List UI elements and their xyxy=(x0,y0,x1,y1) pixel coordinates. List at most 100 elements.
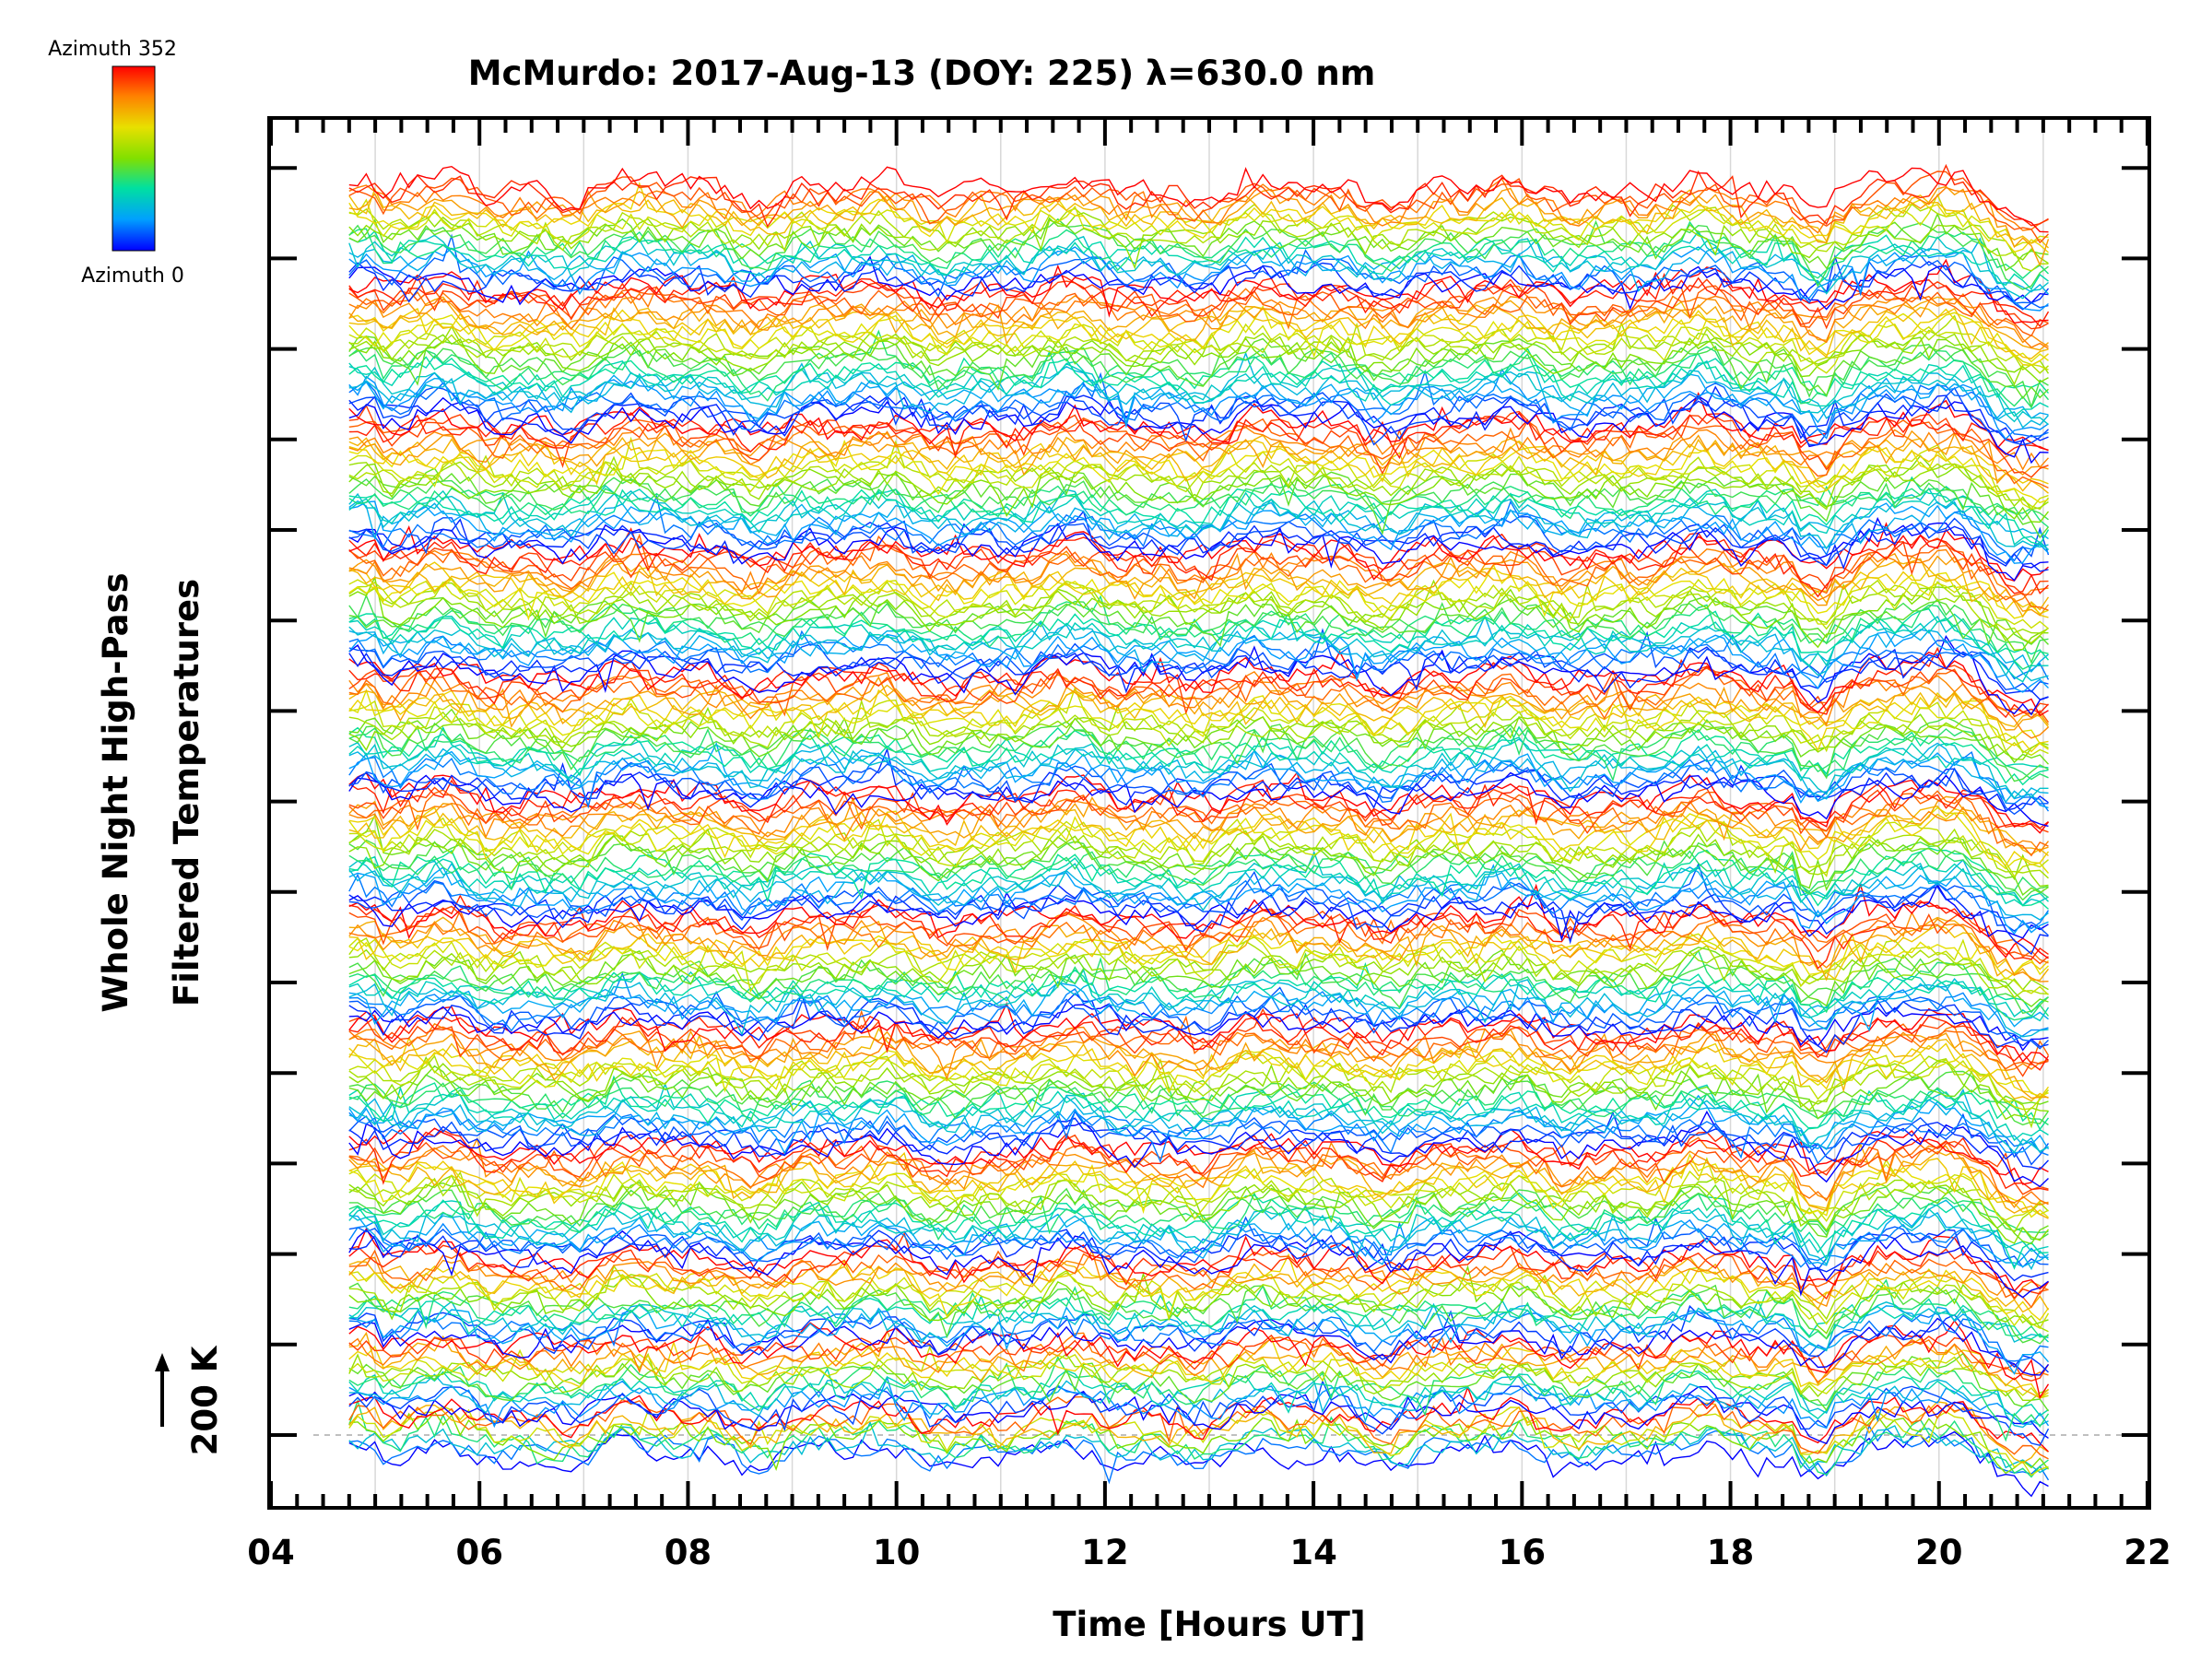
temperature-trace xyxy=(348,171,2049,244)
temperature-trace xyxy=(348,1253,2050,1322)
chart-title: McMurdo: 2017-Aug-13 (DOY: 225) λ=630.0 … xyxy=(468,53,1376,93)
temperature-trace xyxy=(348,163,2049,229)
temperature-trace xyxy=(348,933,2049,995)
temperature-trace xyxy=(348,629,2049,693)
temperature-trace xyxy=(348,285,2049,349)
temperature-trace xyxy=(348,1302,2050,1375)
temperature-trace xyxy=(348,1309,2049,1362)
temperature-trace xyxy=(348,750,2050,812)
temperature-trace xyxy=(348,1054,2049,1129)
temperature-trace xyxy=(348,1142,2049,1219)
temperature-trace xyxy=(348,1212,2049,1268)
temperature-trace xyxy=(348,1199,2050,1271)
temperature-trace xyxy=(348,688,2049,753)
temperature-trace xyxy=(348,771,2050,834)
temperature-trace xyxy=(348,477,2049,521)
temperature-trace xyxy=(348,500,2050,564)
x-axis-label: Time [Hours UT] xyxy=(1053,1605,1365,1644)
temperature-trace xyxy=(348,650,2049,717)
temperature-trace xyxy=(348,578,2049,629)
temperature-trace xyxy=(348,795,2049,853)
x-tick-label: 08 xyxy=(665,1533,712,1572)
temperature-trace xyxy=(348,548,2049,604)
temperature-trace xyxy=(348,806,2050,874)
temperature-trace xyxy=(348,165,2049,233)
colorbar-gradient xyxy=(112,65,156,252)
temperature-trace xyxy=(348,699,2049,754)
temperature-trace xyxy=(348,850,2049,899)
temperature-trace xyxy=(348,806,2050,867)
temperature-trace xyxy=(348,725,2049,786)
temperature-trace xyxy=(348,522,2049,582)
temperature-trace xyxy=(348,1410,2050,1475)
scale-bar: 200 K xyxy=(155,1345,225,1455)
temperature-trace xyxy=(348,1127,2049,1185)
temperature-trace xyxy=(348,615,2049,682)
temperature-trace xyxy=(348,1231,2050,1300)
x-tick-label: 16 xyxy=(1499,1533,1547,1572)
temperature-trace xyxy=(348,476,2050,546)
temperature-trace xyxy=(348,359,2049,426)
temperature-trace xyxy=(348,237,2050,295)
temperature-trace xyxy=(348,1218,2049,1268)
temperature-trace xyxy=(348,392,2049,451)
temperature-trace xyxy=(348,851,2049,912)
temperature-trace xyxy=(348,510,2049,572)
temperature-trace xyxy=(348,246,2049,312)
temperature-trace xyxy=(348,533,2049,611)
temperature-trace xyxy=(348,1185,2049,1241)
temperature-trace xyxy=(348,1294,2049,1343)
temperature-trace xyxy=(348,614,2049,674)
temperature-trace xyxy=(348,708,2050,765)
temperature-trace xyxy=(348,738,2049,800)
temperature-trace xyxy=(348,805,2049,857)
temperature-trace xyxy=(348,1136,2049,1206)
temperature-trace xyxy=(348,742,2049,809)
temperature-trace xyxy=(348,561,2049,618)
colorbar-top-label: Azimuth 352 xyxy=(48,38,177,61)
temperature-trace xyxy=(348,1278,2049,1340)
temperature-trace xyxy=(348,1336,2049,1399)
temperature-trace xyxy=(348,629,2050,682)
temperature-trace xyxy=(348,484,2049,551)
temperature-trace xyxy=(348,440,2049,492)
temperature-trace xyxy=(348,903,2049,965)
temperature-trace xyxy=(348,594,2049,670)
temperature-trace xyxy=(348,1304,2049,1373)
x-tick-label: 18 xyxy=(1707,1533,1755,1572)
temperature-trace xyxy=(348,779,2049,830)
temperature-trace xyxy=(348,855,2049,907)
temperature-trace xyxy=(348,847,2049,910)
temperature-trace xyxy=(348,1192,2049,1270)
temperature-trace xyxy=(348,395,2049,465)
colorbar-bottom-label: Azimuth 0 xyxy=(81,265,184,288)
temperature-trace xyxy=(348,977,2049,1038)
temperature-trace xyxy=(348,296,2049,351)
temperature-trace xyxy=(348,703,2049,760)
temperature-trace xyxy=(348,1367,2049,1420)
temperature-trace xyxy=(348,1385,2049,1445)
temperature-trace xyxy=(348,1084,2049,1142)
temperature-trace xyxy=(348,1332,2049,1383)
temperature-trace xyxy=(348,385,2049,443)
temperature-trace xyxy=(348,1379,2050,1447)
temperature-trace xyxy=(348,726,2049,782)
temperature-trace xyxy=(348,948,2049,991)
temperature-trace xyxy=(348,1317,2050,1376)
temperature-trace xyxy=(348,1385,2049,1453)
temperature-trace xyxy=(348,1255,2050,1313)
temperature-trace xyxy=(348,349,2049,418)
x-tick-label: 12 xyxy=(1081,1533,1129,1572)
temperature-trace xyxy=(348,429,2049,485)
temperature-trace xyxy=(348,273,2050,328)
temperature-trace xyxy=(348,557,2050,618)
temperature-trace xyxy=(348,1266,2050,1329)
temperature-trace xyxy=(348,321,2050,386)
temperature-trace xyxy=(348,814,2049,897)
temperature-trace xyxy=(348,440,2050,511)
x-tick-label: 10 xyxy=(873,1533,921,1572)
temperature-trace xyxy=(348,1174,2050,1244)
temperature-trace xyxy=(348,233,2049,309)
x-tick-labels: 04 06 08 10 12 14 16 18 20 22 xyxy=(247,1533,2171,1572)
